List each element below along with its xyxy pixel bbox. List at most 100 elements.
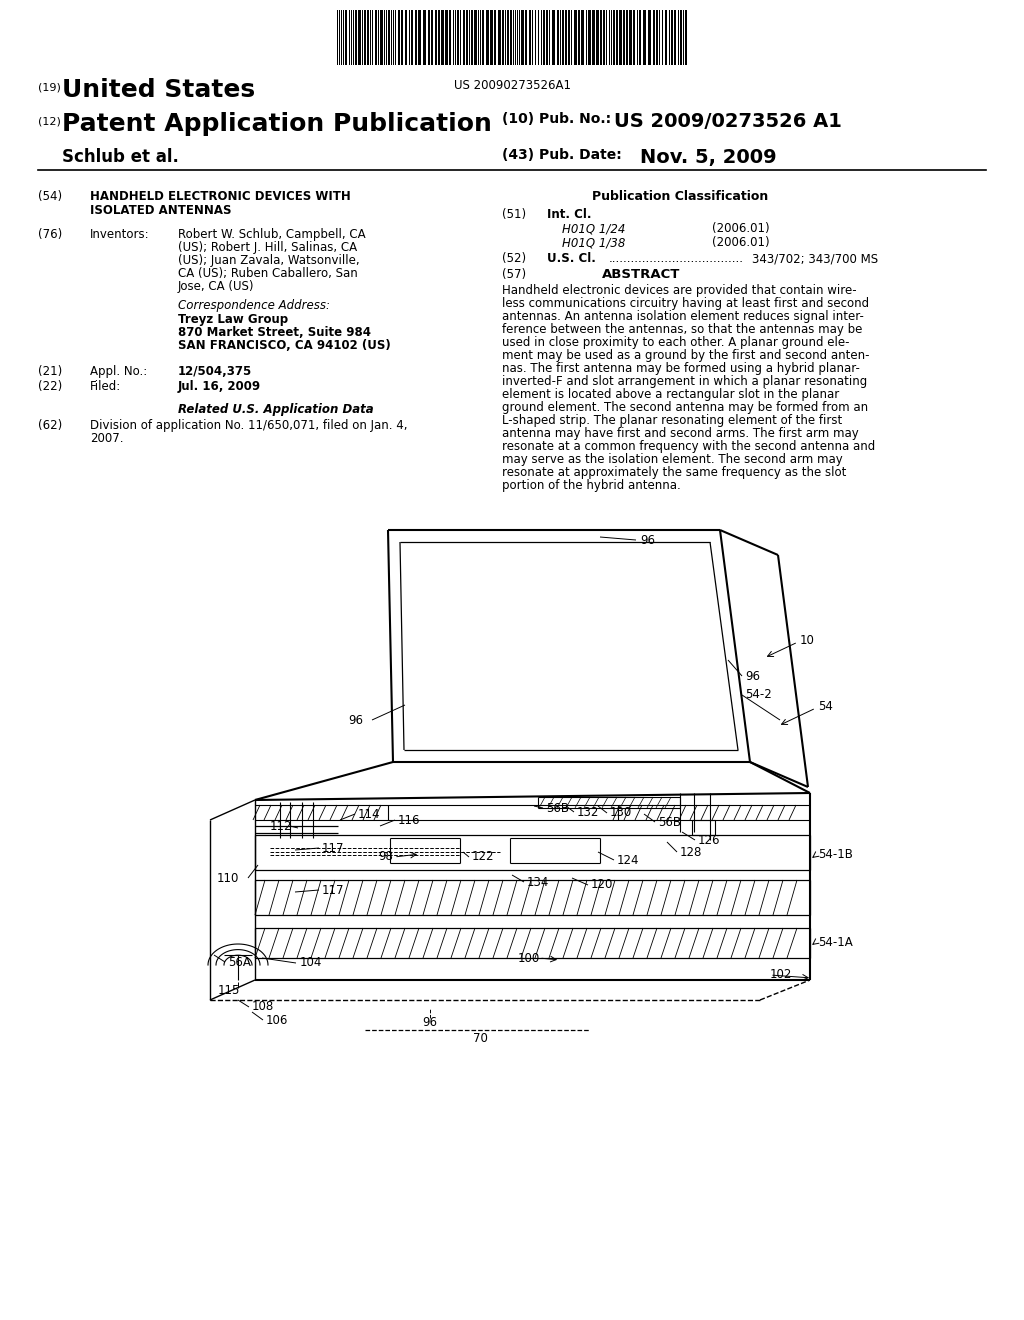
Text: 54-2: 54-2 [745,689,772,701]
Text: HANDHELD ELECTRONIC DEVICES WITH: HANDHELD ELECTRONIC DEVICES WITH [90,190,351,203]
Bar [653,11,655,65]
Bar [438,11,440,65]
Text: ....................................: .................................... [609,252,744,265]
Bar [596,11,599,65]
Text: less communications circuitry having at least first and second: less communications circuitry having at … [502,297,869,310]
Text: Schlub et al.: Schlub et al. [62,148,179,166]
Text: 98: 98 [378,850,393,863]
Bar [618,11,622,65]
Bar [680,11,682,65]
Bar [507,11,509,65]
Bar [574,11,577,65]
Bar [388,11,390,65]
Text: 870 Market Street, Suite 984: 870 Market Street, Suite 984 [178,326,371,339]
Bar [600,11,602,65]
Text: United States: United States [62,78,255,102]
Text: Correspondence Address:: Correspondence Address: [178,300,330,312]
Text: antennas. An antenna isolation element reduces signal inter-: antennas. An antenna isolation element r… [502,310,864,323]
Text: used in close proximity to each other. A planar ground ele-: used in close proximity to each other. A… [502,337,850,348]
Text: 106: 106 [266,1014,289,1027]
Bar [415,11,417,65]
Text: ground element. The second antenna may be formed from an: ground element. The second antenna may b… [502,401,868,414]
Text: 114: 114 [358,808,381,821]
Text: 10: 10 [800,634,815,647]
Text: 115: 115 [218,983,241,997]
Bar [557,11,559,65]
Text: 96: 96 [640,533,655,546]
Bar [466,11,468,65]
Text: 96: 96 [348,714,362,726]
Text: (21): (21) [38,366,62,378]
Bar [674,11,676,65]
Text: 70: 70 [472,1031,487,1044]
Bar [685,11,687,65]
Bar [629,11,632,65]
Bar [529,11,531,65]
Text: 124: 124 [617,854,640,866]
Text: element is located above a rectangular slot in the planar: element is located above a rectangular s… [502,388,840,401]
Text: SAN FRANCISCO, CA 94102 (US): SAN FRANCISCO, CA 94102 (US) [178,339,391,352]
Text: (US); Robert J. Hill, Salinas, CA: (US); Robert J. Hill, Salinas, CA [178,242,357,253]
Text: CA (US); Ruben Caballero, San: CA (US); Ruben Caballero, San [178,267,357,280]
Text: 54-1B: 54-1B [818,849,853,862]
Text: 96: 96 [423,1015,437,1028]
Text: resonate at a common frequency with the second antenna and: resonate at a common frequency with the … [502,440,876,453]
Bar [568,11,570,65]
Text: Appl. No.:: Appl. No.: [90,366,147,378]
Text: 120: 120 [591,879,613,891]
Bar [490,11,493,65]
Text: Patent Application Publication: Patent Application Publication [62,112,492,136]
Bar [428,11,430,65]
Bar [616,11,618,65]
Bar [525,11,527,65]
Text: (51): (51) [502,209,526,220]
Text: 343/702; 343/700 MS: 343/702; 343/700 MS [752,252,879,265]
Bar [633,11,635,65]
Bar [498,11,501,65]
Text: 112: 112 [270,820,293,833]
Text: 108: 108 [252,1001,274,1014]
Text: 132: 132 [577,805,599,818]
Text: 102: 102 [770,969,793,982]
Bar [411,11,413,65]
Text: Handheld electronic devices are provided that contain wire-: Handheld electronic devices are provided… [502,284,857,297]
Text: inverted-F and slot arrangement in which a planar resonating: inverted-F and slot arrangement in which… [502,375,867,388]
Bar [592,11,595,65]
Bar [431,11,433,65]
Bar [643,11,646,65]
Text: Treyz Law Group: Treyz Law Group [178,313,288,326]
Bar [367,11,369,65]
Text: 96: 96 [745,669,760,682]
Text: Int. Cl.: Int. Cl. [547,209,592,220]
Bar [423,11,426,65]
Bar [546,11,548,65]
Bar [482,11,484,65]
Bar [364,11,366,65]
Text: 54-1A: 54-1A [818,936,853,949]
Bar [445,11,449,65]
Bar [639,11,641,65]
Bar [578,11,580,65]
Text: 2007.: 2007. [90,432,124,445]
Bar [471,11,473,65]
Bar [398,11,400,65]
Bar [441,11,444,65]
Bar [565,11,567,65]
Bar [562,11,564,65]
Bar [486,11,489,65]
Bar [418,11,421,65]
Text: 56B: 56B [546,801,569,814]
Bar [449,11,451,65]
Text: resonate at approximately the same frequency as the slot: resonate at approximately the same frequ… [502,466,847,479]
Text: Jose, CA (US): Jose, CA (US) [178,280,255,293]
Text: (2006.01): (2006.01) [712,222,770,235]
Bar [358,11,361,65]
Bar [463,11,465,65]
Bar [581,11,584,65]
Bar [375,11,377,65]
Bar [543,11,545,65]
Text: (57): (57) [502,268,526,281]
Text: L-shaped strip. The planar resonating element of the first: L-shaped strip. The planar resonating el… [502,414,843,426]
Text: 117: 117 [322,842,344,854]
Bar [401,11,403,65]
